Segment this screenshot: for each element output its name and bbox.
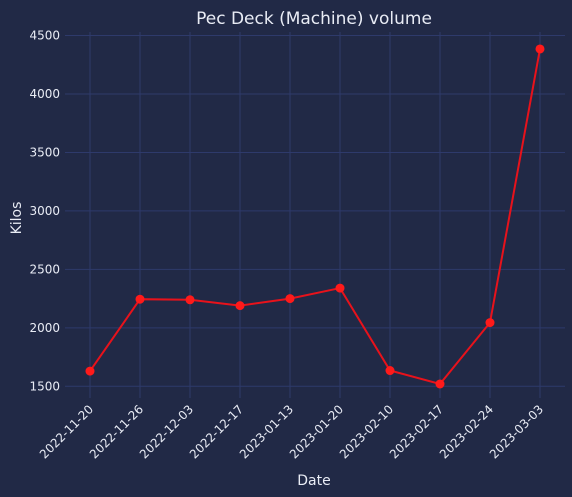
data-point — [435, 379, 445, 389]
data-point — [135, 294, 145, 304]
y-tick-label: 2500 — [29, 262, 60, 276]
x-axis-label: Date — [297, 473, 330, 489]
y-tick-label: 1500 — [29, 379, 60, 393]
data-point — [85, 366, 95, 376]
data-point — [285, 294, 295, 304]
data-point — [485, 318, 495, 328]
x-tick-label: 2023-03-03 — [487, 402, 546, 461]
data-point — [335, 283, 345, 293]
data-point — [535, 44, 545, 54]
series-line — [89, 48, 541, 386]
x-axis-ticks: 2022-11-202022-11-262022-12-032022-12-17… — [37, 402, 546, 461]
y-tick-label: 2000 — [29, 321, 60, 335]
chart-title: Pec Deck (Machine) volume — [196, 9, 432, 29]
data-point — [385, 366, 395, 376]
data-point — [235, 301, 245, 311]
y-tick-label: 4500 — [29, 29, 60, 43]
y-tick-label: 4000 — [29, 87, 60, 101]
grid — [65, 32, 565, 398]
series-markers — [85, 44, 545, 389]
y-axis-ticks: 1500 2000 2500 3000 3500 4000 4500 — [29, 29, 60, 394]
y-axis-label: Kilos — [9, 202, 25, 235]
y-tick-label: 3000 — [29, 204, 60, 218]
y-tick-label: 3500 — [29, 145, 60, 159]
data-point — [185, 295, 195, 305]
